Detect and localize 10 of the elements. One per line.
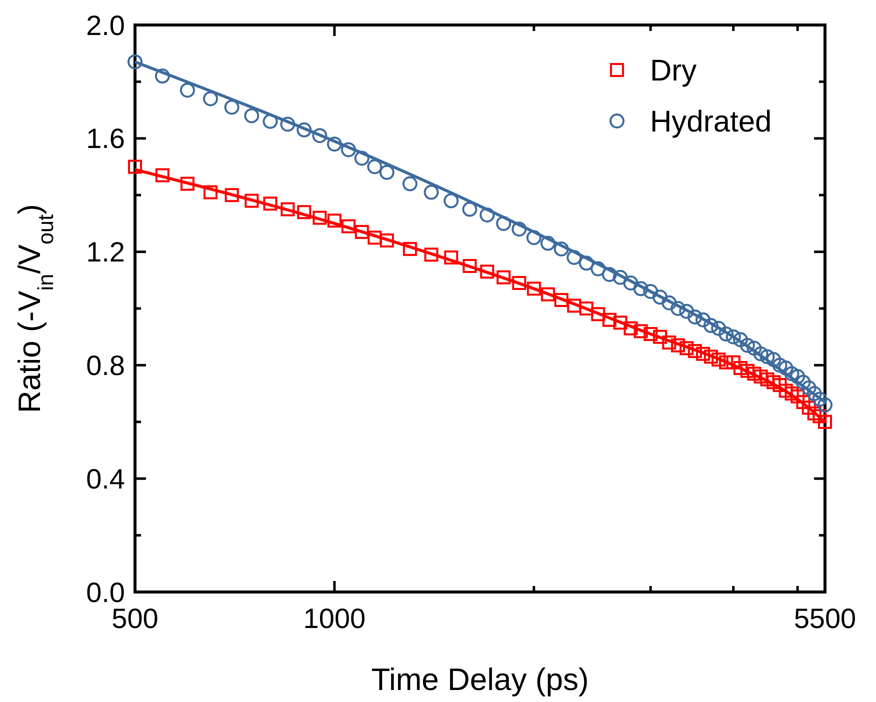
legend-label: Hydrated (650, 106, 772, 138)
x-tick-label: 1000 (303, 603, 366, 634)
y-tick-label: 2.0 (86, 10, 125, 41)
y-tick-label: 0.4 (86, 463, 125, 494)
x-axis-title: Time Delay (ps) (371, 662, 589, 697)
y-tick-label: 1.6 (86, 123, 125, 154)
x-tick-label: 5500 (794, 603, 856, 634)
y-tick-label: 1.2 (86, 236, 125, 268)
legend-label: Dry (650, 54, 697, 88)
y-tick-label: 0.8 (86, 350, 125, 381)
